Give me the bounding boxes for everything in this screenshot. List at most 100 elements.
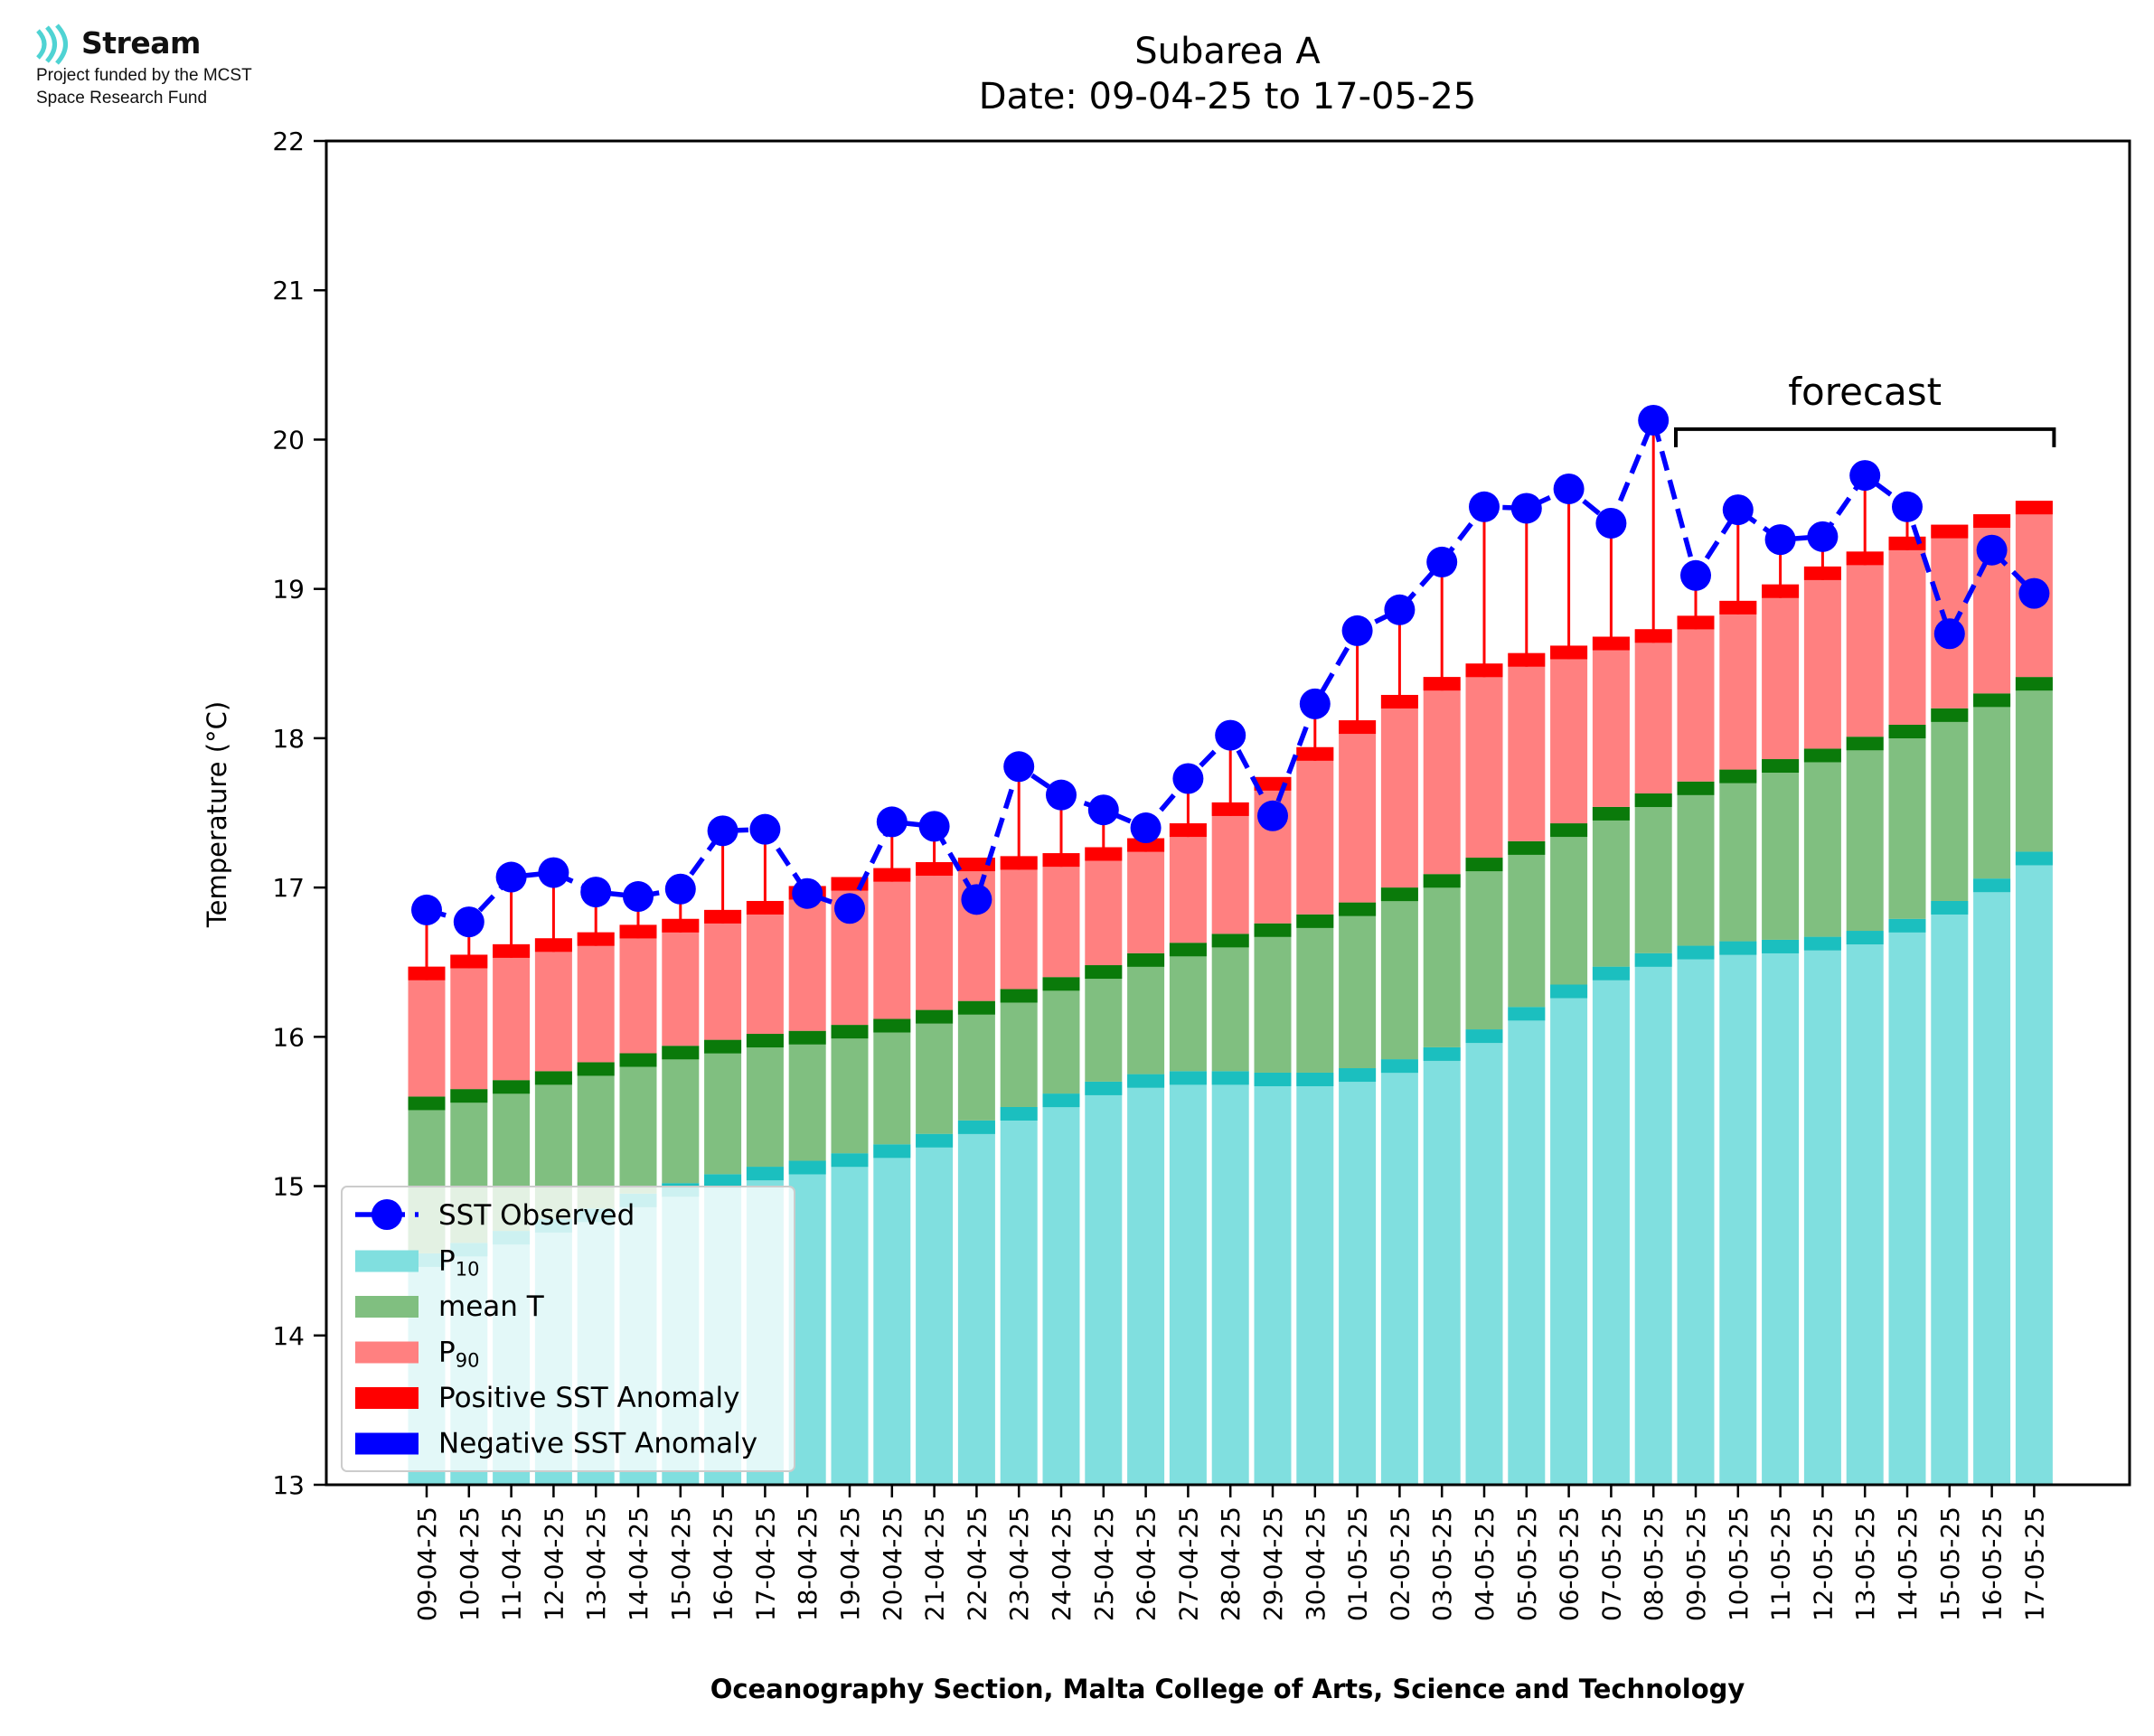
bar-p90: [1380, 694, 1418, 888]
sst-observed-point: [2018, 577, 2050, 609]
bar-cap-p10: [1973, 878, 2011, 893]
y-tick-label: 19: [272, 575, 305, 605]
sst-observed-point: [1257, 800, 1288, 831]
bar-cap-p10: [1169, 1071, 1207, 1085]
bar-p90: [1254, 776, 1292, 924]
x-tick-label: 19-04-25: [835, 1506, 865, 1621]
legend-label-subscript: 10: [456, 1259, 480, 1281]
y-tick-label: 14: [272, 1321, 305, 1351]
sst-observed-point: [1764, 524, 1796, 556]
bar-p90: [662, 918, 700, 1046]
bar-mean: [831, 1025, 869, 1154]
x-tick-label: 02-05-25: [1385, 1506, 1415, 1621]
bar-cap-p10: [1719, 941, 1757, 955]
x-tick-label: 16-04-25: [709, 1506, 738, 1621]
bar-cap-p10: [746, 1167, 784, 1181]
bar-cap-p10: [1762, 939, 1800, 953]
bar-p10: [1339, 1068, 1377, 1485]
x-tick-label: 09-04-25: [412, 1506, 442, 1621]
bar-mean: [1803, 748, 1841, 937]
bar-mean: [957, 1000, 995, 1121]
bar-cap-p10: [1888, 918, 1926, 933]
bar-cap-p10: [704, 1174, 742, 1188]
bar-cap-p10: [1677, 945, 1715, 960]
bar-p10: [1677, 945, 1715, 1485]
legend-swatch: [355, 1341, 419, 1364]
bar-mean: [1085, 965, 1123, 1082]
bar-cap-p10: [1042, 1093, 1080, 1108]
bar-cap-mean: [1042, 977, 1080, 991]
bar-mean: [1254, 923, 1292, 1073]
bar-cap-mean: [577, 1062, 615, 1076]
bar-p90: [1211, 802, 1249, 934]
bar-cap-mean: [1931, 708, 1969, 722]
y-tick-label: 21: [272, 276, 305, 305]
bar-cap-mean: [1973, 693, 2011, 708]
sst-observed-point: [1595, 507, 1627, 539]
bar-p90: [704, 909, 742, 1040]
sst-observed-point: [453, 906, 484, 938]
bar-mean: [1508, 840, 1546, 1008]
bar-mean: [1592, 806, 1630, 967]
bar-cap-p10: [1931, 900, 1969, 915]
bar-mean: [1423, 874, 1461, 1047]
x-tick-label: 15-04-25: [666, 1506, 696, 1621]
bar-mean: [1846, 737, 1884, 932]
sst-observed-point: [495, 861, 527, 893]
bar-cap-p90: [1931, 524, 1969, 539]
bar-mean: [788, 1030, 826, 1161]
bar-p90: [408, 966, 446, 1097]
bar-p90: [916, 862, 954, 1010]
legend-label: SST Observed: [438, 1199, 635, 1232]
bar-p90: [957, 858, 995, 1001]
bar-cap-p10: [831, 1153, 869, 1168]
bar-mean: [1380, 887, 1418, 1060]
bar-cap-p90: [2015, 501, 2053, 515]
bar-mean: [1339, 902, 1377, 1069]
y-axis-label: Temperature (°C): [202, 701, 232, 928]
bar-mean: [1127, 952, 1165, 1074]
x-tick-label: 06-05-25: [1555, 1506, 1585, 1621]
bar-cap-p10: [1634, 952, 1672, 967]
sst-observed-point: [1341, 615, 1373, 646]
bar-p90: [577, 932, 615, 1063]
forecast-bracket: [1674, 427, 2056, 447]
bar-p90: [873, 868, 911, 1019]
bar-cap-p10: [957, 1120, 995, 1134]
sst-observed-point: [876, 806, 908, 838]
legend-swatch-marker: [372, 1199, 402, 1230]
sst-observed-point: [411, 894, 442, 925]
sst-observed-point: [1426, 546, 1458, 577]
bar-cap-mean: [1465, 858, 1503, 872]
bar-p90: [1000, 856, 1038, 990]
sst-observed-point: [623, 881, 654, 913]
bar-cap-mean: [704, 1039, 742, 1054]
x-axis-label: Oceanography Section, Malta College of A…: [710, 1674, 1745, 1704]
bar-mean: [1677, 781, 1715, 946]
bar-p90: [1931, 524, 1969, 708]
bar-p90: [450, 954, 488, 1090]
x-tick-label: 30-04-25: [1301, 1506, 1331, 1621]
bar-p90: [1677, 615, 1715, 782]
x-tick-label: 17-04-25: [750, 1506, 780, 1621]
bar-p90: [788, 886, 826, 1031]
bar-cap-mean: [1254, 923, 1292, 937]
bar-cap-mean: [1508, 840, 1546, 855]
bar-p10: [1296, 1072, 1334, 1485]
bar-cap-mean: [1127, 952, 1165, 967]
legend-swatch: [355, 1387, 419, 1409]
bar-p10: [2015, 851, 2053, 1485]
bar-p90: [1592, 636, 1630, 807]
legend-box: [341, 1186, 795, 1472]
bar-cap-p10: [1423, 1046, 1461, 1061]
x-axis-ticks: 09-04-25 10-04-25 11-04-25 12-04-25 13-04-25…: [412, 1485, 2049, 1621]
bar-p10: [1127, 1074, 1165, 1485]
x-tick-label: 10-05-25: [1724, 1506, 1754, 1621]
bar-cap-mean: [746, 1034, 784, 1048]
bar-cap-mean: [1719, 769, 1757, 784]
bar-p90: [1719, 600, 1757, 770]
y-tick-label: 22: [272, 127, 305, 156]
bar-mean: [1973, 693, 2011, 879]
bar-p90: [1169, 823, 1207, 943]
